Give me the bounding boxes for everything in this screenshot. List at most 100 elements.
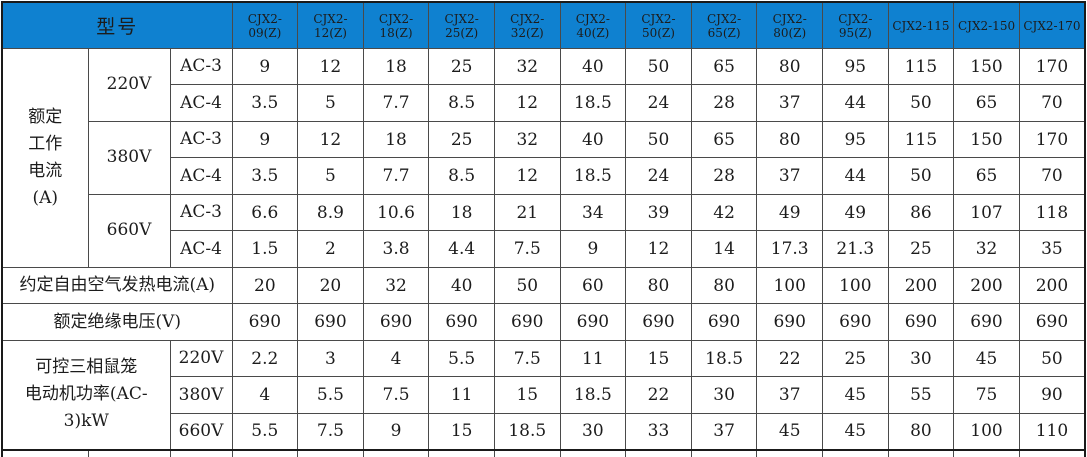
value-cell: 9 bbox=[231, 120, 299, 159]
value-cell: 2 bbox=[297, 230, 364, 268]
row-label: AC-4 bbox=[169, 230, 233, 268]
value-cell: 150 bbox=[953, 120, 1020, 159]
model-header: CJX2-95(Z) bbox=[822, 1, 889, 49]
model-header: CJX2-32(Z) bbox=[493, 1, 561, 49]
value-cell: 65 bbox=[690, 47, 758, 86]
value-cell: 100 bbox=[756, 266, 823, 305]
value-cell: 33 bbox=[625, 412, 692, 451]
value-cell: 25 bbox=[428, 47, 495, 86]
value-cell: 690 bbox=[625, 303, 692, 341]
value-cell: 9 bbox=[231, 47, 299, 86]
value-cell: 150 bbox=[953, 47, 1020, 86]
cutoff-cell bbox=[362, 448, 430, 457]
value-cell: 100 bbox=[953, 412, 1020, 451]
value-cell: 690 bbox=[297, 303, 364, 341]
value-cell: 1.5 bbox=[231, 230, 299, 268]
value-cell: 80 bbox=[756, 47, 823, 86]
value-cell: 115 bbox=[887, 120, 955, 159]
table-row: 约定自由空气发热电流(A) 20 20 32 40 50 60 80 80 100 100 200 20… bbox=[1, 266, 1086, 305]
value-cell: 4 bbox=[362, 339, 430, 378]
row-label: 额定绝缘电压(V) bbox=[1, 303, 233, 341]
value-cell: 107 bbox=[953, 193, 1020, 232]
value-cell: 24 bbox=[625, 157, 692, 195]
value-cell: 40 bbox=[559, 47, 627, 86]
table-row: 380V AC-3 9 12 18 25 32 40 50 65 80 95 115 150 170 bbox=[2, 120, 1086, 195]
value-cell: 37 bbox=[756, 157, 823, 195]
value-cell: 65 bbox=[953, 84, 1020, 122]
value-cell: 690 bbox=[690, 303, 758, 341]
value-cell: 90 bbox=[1018, 376, 1086, 414]
value-cell: 22 bbox=[756, 339, 823, 378]
value-cell: 11 bbox=[559, 339, 627, 378]
value-cell: 18 bbox=[428, 193, 495, 232]
model-header: CJX2-18(Z) bbox=[362, 1, 430, 49]
value-cell: 20 bbox=[231, 266, 299, 305]
value-cell: 28 bbox=[690, 157, 758, 195]
value-cell: 3.8 bbox=[362, 230, 430, 268]
value-cell: 45 bbox=[756, 412, 823, 451]
value-cell: 7.5 bbox=[493, 230, 561, 268]
row-label: 约定自由空气发热电流(A) bbox=[1, 266, 233, 305]
value-cell: 12 bbox=[625, 230, 692, 268]
cutoff-cell bbox=[87, 448, 171, 457]
value-cell: 45 bbox=[822, 376, 889, 414]
value-cell: 15 bbox=[493, 376, 561, 414]
value-cell: 690 bbox=[953, 303, 1020, 341]
table-row: 660V AC-3 6.6 8.9 10.6 18 21 34 39 42 49 49 86 107 118 bbox=[2, 193, 1086, 268]
value-cell: 5 bbox=[297, 84, 364, 122]
value-cell: 49 bbox=[822, 193, 889, 232]
value-cell: 32 bbox=[493, 120, 561, 159]
value-cell: 30 bbox=[887, 339, 955, 378]
value-cell: 37 bbox=[756, 376, 823, 414]
value-cell: 7.5 bbox=[493, 339, 561, 378]
table-row: 额定 工作 电流 (A) 220V AC-3 9 12 18 25 32 40 50 65 80 95 1… bbox=[1, 47, 1086, 268]
value-cell: 12 bbox=[493, 84, 561, 122]
value-cell: 690 bbox=[1018, 303, 1086, 341]
value-cell: 18.5 bbox=[690, 339, 758, 378]
cutoff-cell bbox=[625, 448, 692, 457]
table-body: 额定 工作 电流 (A) 220V AC-3 9 12 18 25 32 40 50 65 80 95 1… bbox=[1, 47, 1086, 457]
value-cell: 75 bbox=[953, 376, 1020, 414]
model-header: CJX2-80(Z) bbox=[756, 1, 823, 49]
cutoff-cell bbox=[169, 448, 233, 457]
value-cell: 32 bbox=[362, 266, 430, 305]
table-row: 额定绝缘电压(V) 690 690 690 690 690 690 690 690 690 690 6… bbox=[1, 303, 1086, 341]
value-cell: 5.5 bbox=[231, 412, 299, 451]
value-cell: 40 bbox=[428, 266, 495, 305]
cutoff-cell bbox=[297, 448, 364, 457]
value-cell: 100 bbox=[822, 266, 889, 305]
value-cell: 42 bbox=[690, 193, 758, 232]
value-cell: 9 bbox=[559, 230, 627, 268]
value-cell: 80 bbox=[690, 266, 758, 305]
row-label: AC-3 bbox=[169, 193, 233, 232]
value-cell: 70 bbox=[1018, 84, 1086, 122]
row-label: AC-4 bbox=[169, 157, 233, 195]
value-cell: 25 bbox=[822, 339, 889, 378]
cutoff-row bbox=[1, 448, 1086, 457]
value-cell: 32 bbox=[493, 47, 561, 86]
value-cell: 8.5 bbox=[428, 157, 495, 195]
value-cell: 7.5 bbox=[362, 376, 430, 414]
value-cell: 12 bbox=[297, 120, 364, 159]
value-cell: 170 bbox=[1018, 47, 1086, 86]
value-cell: 95 bbox=[822, 47, 889, 86]
value-cell: 8.9 bbox=[297, 193, 364, 232]
value-cell: 8.5 bbox=[428, 84, 495, 122]
model-header-corner: 型号 bbox=[1, 1, 233, 49]
value-cell: 20 bbox=[297, 266, 364, 305]
value-cell: 32 bbox=[953, 230, 1020, 268]
value-cell: 24 bbox=[625, 84, 692, 122]
cutoff-cell bbox=[428, 448, 495, 457]
value-cell: 37 bbox=[690, 412, 758, 451]
value-cell: 110 bbox=[1018, 412, 1086, 451]
value-cell: 690 bbox=[428, 303, 495, 341]
row-label: 660V bbox=[169, 412, 233, 451]
value-cell: 25 bbox=[887, 230, 955, 268]
value-cell: 44 bbox=[822, 157, 889, 195]
model-header: CJX2-12(Z) bbox=[297, 1, 364, 49]
value-cell: 5.5 bbox=[297, 376, 364, 414]
value-cell: 25 bbox=[428, 120, 495, 159]
model-header: CJX2-40(Z) bbox=[559, 1, 627, 49]
